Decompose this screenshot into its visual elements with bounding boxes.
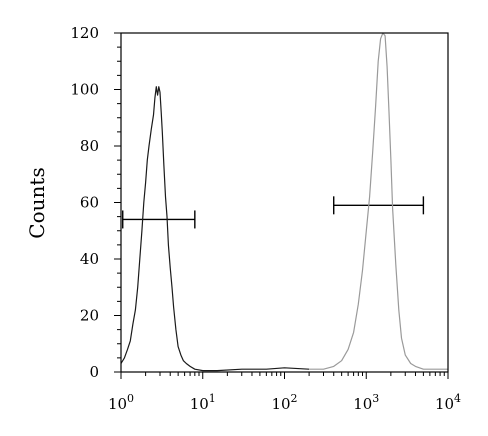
histogram-line — [120, 86, 310, 372]
y-tick-label: 0 — [89, 363, 99, 381]
y-tick-label: 60 — [80, 194, 99, 212]
x-tick-label: 100 — [108, 392, 134, 413]
y-tick-label: 100 — [70, 81, 99, 99]
tick-marks — [114, 32, 449, 379]
x-tick-label: 104 — [435, 392, 461, 413]
x-tick-label: 103 — [353, 392, 379, 413]
y-tick-label: 40 — [80, 250, 99, 268]
x-tick-label: 102 — [271, 392, 297, 413]
histogram-series — [120, 32, 448, 372]
x-tick-labels: 100 101 102 103 104 — [108, 392, 461, 413]
y-tick-labels: 0 20 40 60 80 100 120 — [70, 24, 99, 381]
y-tick-label: 20 — [80, 307, 99, 325]
y-tick-label: 80 — [80, 137, 99, 155]
histogram-line — [309, 32, 448, 370]
y-tick-label: 120 — [70, 24, 99, 42]
gate-markers — [122, 196, 425, 229]
x-tick-label: 101 — [190, 392, 216, 413]
y-axis-title: Counts — [25, 167, 49, 238]
plot-frame — [120, 32, 449, 373]
